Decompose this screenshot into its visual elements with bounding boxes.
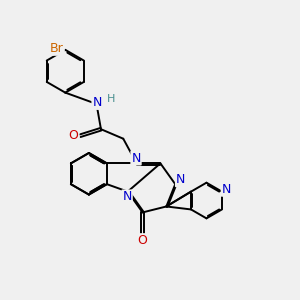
Text: N: N <box>222 183 231 196</box>
Text: N: N <box>92 96 102 109</box>
Text: H: H <box>106 94 115 103</box>
Text: N: N <box>131 152 141 164</box>
Text: N: N <box>122 190 132 203</box>
Text: O: O <box>69 129 79 142</box>
Text: O: O <box>138 234 148 247</box>
Text: N: N <box>176 173 185 186</box>
Text: Br: Br <box>50 42 64 55</box>
